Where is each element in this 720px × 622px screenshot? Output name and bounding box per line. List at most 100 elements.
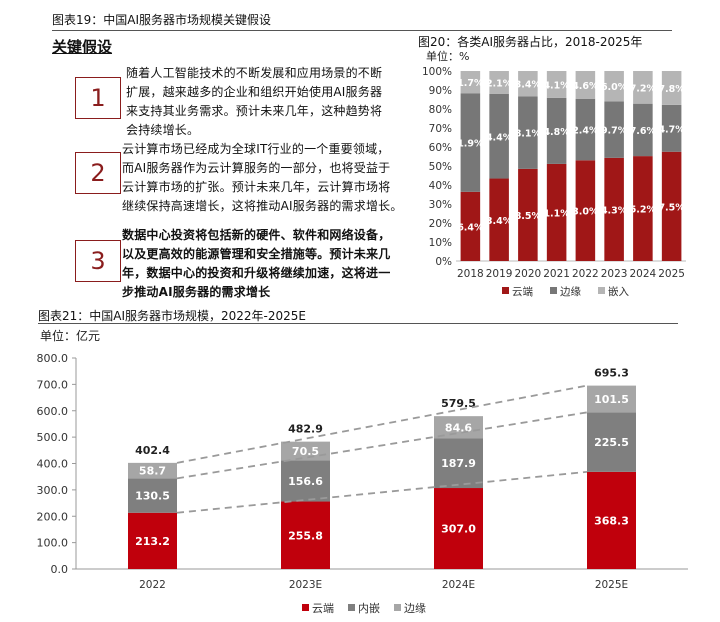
fig21-x-tick-label: 2025E: [595, 579, 628, 591]
fig20-y-tick-label: 50%: [429, 161, 452, 173]
fig20-data-label: 3.4%: [486, 216, 513, 227]
fig21-bar-segment: [281, 460, 330, 502]
fig21-trend-line: [176, 411, 588, 480]
fig20-data-label: 1.7%: [457, 78, 484, 89]
fig20-data-label: 4.3%: [601, 205, 628, 216]
fig20-bar-segment: [633, 71, 653, 104]
fig21-data-label: 70.5: [292, 445, 319, 458]
fig21-y-tick-label: 300.0: [37, 484, 69, 497]
fig20-bar-segment: [633, 156, 653, 261]
fig21-legend-swatch: [302, 604, 309, 611]
fig20-bar-segment: [489, 178, 509, 261]
fig20-x-tick-label: 2025: [658, 268, 685, 280]
fig20-x-tick-label: 2024: [630, 268, 657, 280]
fig21-legend-label: 内嵌: [358, 601, 380, 615]
fig21-legend-swatch: [348, 604, 355, 611]
fig20-data-label: 2.1%: [486, 78, 513, 89]
fig20-data-label: 4.6%: [572, 81, 599, 92]
fig20-y-tick-label: 30%: [429, 199, 452, 211]
fig20-bar-segment: [575, 71, 596, 99]
fig20-data-label: 3.0%: [572, 207, 599, 218]
fig20-bar-segment: [546, 163, 567, 261]
fig21-y-tick-label: 100.0: [37, 537, 69, 550]
key-assumptions-heading: 关键假设: [52, 38, 113, 56]
fig20-data-label: 1.9%: [457, 139, 484, 150]
fig21-legend-label: 云端: [312, 602, 334, 615]
fig21-title: 图表21：中国AI服务器市场规模，2022年-2025E: [38, 309, 307, 323]
fig20-bar-segment: [661, 104, 682, 152]
fig21-data-label: 368.3: [594, 514, 629, 527]
fig21-data-label: 130.5: [135, 490, 170, 503]
fig20-data-label: 7.5%: [658, 202, 685, 213]
fig21-bar-segment: [587, 412, 636, 472]
fig21-bar-segment: [128, 462, 177, 479]
fig21-total-label: 402.4: [135, 444, 170, 457]
assumption-1-text: 随着人工智能技术的不断发展和应用场景的不断 扩展，越来越多的企业和组织开始使用A…: [126, 64, 416, 140]
fig20-data-label: 8.1%: [515, 129, 542, 140]
assumption-3-text: 数据中心投资将包括新的硬件、软件和网络设备， 以及更高效的能源管理和安全措施等。…: [122, 226, 422, 302]
assumption-1-line: 来支持其业务需求。预计未来几年，这种趋势将: [126, 104, 383, 118]
assumption-2-line: 云计算市场的扩张。预计未来几年，云计算市场将: [122, 180, 391, 194]
fig21-data-label: 225.5: [594, 436, 629, 449]
fig19-title: 图表19：中国AI服务器市场规模关键假设: [52, 13, 272, 27]
fig21-bar-segment: [281, 441, 330, 461]
fig20-chart: 0% 10% 20% 30% 40% 50% 60% 70% 80% 90% 100% 6.4% 1.9…: [422, 66, 686, 298]
fig21-bar-segment: [587, 385, 636, 413]
assumption-3-line: 以及更高效的能源管理和安全措施等。预计未来几: [122, 247, 391, 261]
fig21-x-tick-label: 2022: [139, 579, 166, 591]
fig20-bar-segment: [661, 71, 682, 105]
fig20-data-label: 4.8%: [543, 127, 570, 138]
fig20-bar-segment: [604, 157, 624, 261]
fig21-legend-label: 边缘: [404, 602, 426, 615]
fig20-y-tick-label: 10%: [429, 237, 452, 249]
fig20-data-label: 3.4%: [515, 80, 542, 91]
assumption-3-line: 年，数据中心的投资和升级将继续加速，这将进一: [122, 266, 391, 280]
fig20-data-label: 1.1%: [543, 208, 570, 219]
fig21-bar-segment: [587, 471, 636, 569]
fig20-x-tick-label: 2020: [515, 268, 542, 280]
fig21-data-label: 101.5: [594, 393, 629, 406]
fig21-total-label: 579.5: [441, 397, 476, 410]
fig21-y-tick-label: 200.0: [37, 510, 69, 523]
fig20-legend-label: 边缘: [560, 285, 581, 298]
fig21-x-tick-label: 2024E: [442, 579, 475, 591]
fig21-data-label: 156.6: [288, 475, 323, 488]
fig20-x-tick-label: 2023: [601, 268, 628, 280]
fig20-data-label: 4.7%: [658, 124, 685, 135]
fig20-bar-segment: [518, 71, 538, 97]
fig21-y-tick-label: 400.0: [37, 458, 69, 471]
fig20-data-label: 9.7%: [601, 126, 628, 137]
fig20-legend-swatch: [598, 287, 605, 294]
fig20-legend-label: 嵌入: [608, 286, 629, 298]
fig20-bar-segment: [518, 168, 538, 261]
assumption-3-line: 步推动AI服务器的需求增长: [122, 285, 271, 299]
fig21-data-label: 58.7: [139, 465, 166, 478]
fig20-y-tick-label: 0%: [435, 256, 452, 268]
assumption-2-line: 而AI服务器作为云计算服务的一部分，也将受益于: [122, 161, 391, 175]
fig20-legend-swatch: [550, 287, 557, 294]
fig20-bar-segment: [546, 97, 567, 164]
fig21-y-tick-label: 600.0: [37, 405, 69, 418]
fig21-bar-segment: [434, 416, 483, 439]
fig20-data-label: 6.0%: [601, 82, 628, 93]
fig21-total-label: 695.3: [594, 367, 629, 380]
fig21-data-label: 187.9: [441, 457, 476, 470]
fig21-bar-segment: [434, 488, 483, 569]
fig20-y-tick-label: 40%: [429, 180, 452, 192]
fig20-data-label: 8.5%: [515, 211, 542, 222]
fig20-y-tick-label: 80%: [429, 104, 452, 116]
fig20-title: 图20：各类AI服务器占比，2018-2025年: [418, 35, 643, 49]
fig20-x-tick-label: 2021: [543, 268, 570, 280]
fig20-x-tick-label: 2022: [572, 268, 599, 280]
fig21-title-rule: [38, 323, 678, 324]
assumption-number-1: 1: [75, 77, 121, 119]
fig21-x-tick-label: 2023E: [289, 579, 322, 591]
fig21-trend-line: [176, 470, 588, 514]
fig21-bar-segment: [281, 501, 330, 569]
fig21-y-tick-label: 0.0: [51, 563, 69, 576]
fig20-bar-segment: [546, 71, 567, 98]
fig21-legend-swatch: [394, 604, 401, 611]
assumption-1-line: 扩展，越来越多的企业和组织开始使用AI服务器: [126, 85, 383, 99]
assumption-number-2: 2: [75, 152, 121, 194]
fig20-y-tick-label: 100%: [422, 66, 452, 78]
